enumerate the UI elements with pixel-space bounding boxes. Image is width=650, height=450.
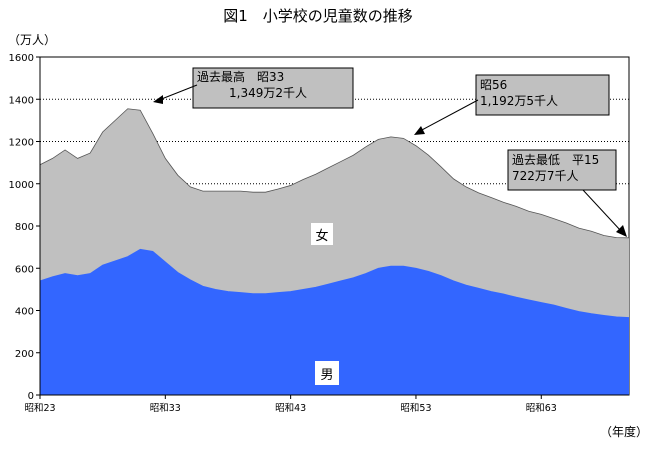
annotation-max-arrowhead: [153, 95, 163, 104]
y-tick-label: 800: [15, 222, 34, 233]
annotation-1981-line1: 昭56: [480, 78, 507, 92]
annotation-max-arrow-line: [158, 84, 198, 101]
x-ticks: 昭和23昭和33昭和43昭和53昭和63平成15: [24, 395, 557, 414]
chart-title: 図1 小学校の児童数の推移: [223, 7, 413, 25]
y-tick-label: 200: [15, 349, 34, 360]
series-label-female: 女: [315, 228, 328, 244]
x-tick-label: 昭和33: [150, 403, 181, 414]
x-axis-label: （年度）: [600, 424, 648, 439]
annotation-1981: 昭56 1,192万5千人: [414, 74, 610, 135]
y-tick-label: 600: [15, 264, 34, 275]
annotation-min-box: [507, 149, 617, 191]
x-tick-label: 昭和53: [400, 403, 431, 414]
x-tick-label: 昭和43: [275, 403, 306, 414]
annotation-min-line2: 722万7千人: [512, 169, 579, 183]
y-tick-label: 1000: [9, 180, 34, 191]
annotation-min-line1: 過去最低 平15: [512, 153, 599, 167]
annotation-min: 過去最低 平15 722万7千人: [507, 149, 627, 237]
y-axis-label: （万人）: [8, 33, 56, 47]
annotation-min-arrowhead: [616, 225, 627, 237]
annotation-1981-box: [475, 74, 610, 116]
x-tick-label: 昭和63: [526, 403, 557, 414]
annotation-1981-line2: 1,192万5千人: [480, 94, 558, 108]
area-male: [40, 249, 629, 395]
annotation-min-arrow-line: [582, 189, 622, 232]
y-tick-label: 1400: [9, 95, 34, 106]
annotation-max-line2: 1,349万2千人: [229, 86, 307, 100]
area-series: [39, 108, 630, 395]
x-tick-label: 昭和23: [24, 403, 55, 414]
series-label-male: 男: [320, 368, 333, 383]
annotation-max: 過去最高 昭33 1,349万2千人: [153, 67, 354, 109]
y-tick-label: 0: [28, 391, 34, 402]
y-tick-label: 1200: [9, 138, 34, 149]
area-female: [40, 108, 629, 318]
annotation-1981-arrow-line: [419, 99, 479, 132]
y-tick-label: 1600: [9, 53, 34, 64]
y-tick-label: 400: [15, 307, 34, 318]
area-edge-male: [39, 248, 630, 318]
annotation-1981-arrowhead: [414, 126, 425, 135]
area-edge-female: [39, 108, 630, 239]
annotation-max-box: [192, 67, 354, 109]
series-label-bg-female: [311, 223, 333, 245]
annotation-max-line1: 過去最高 昭33: [197, 69, 284, 84]
series-label-bg-male: [315, 361, 339, 385]
y-ticks: 0 200 400 600 800 1000 1200 1400 1600: [9, 53, 40, 402]
